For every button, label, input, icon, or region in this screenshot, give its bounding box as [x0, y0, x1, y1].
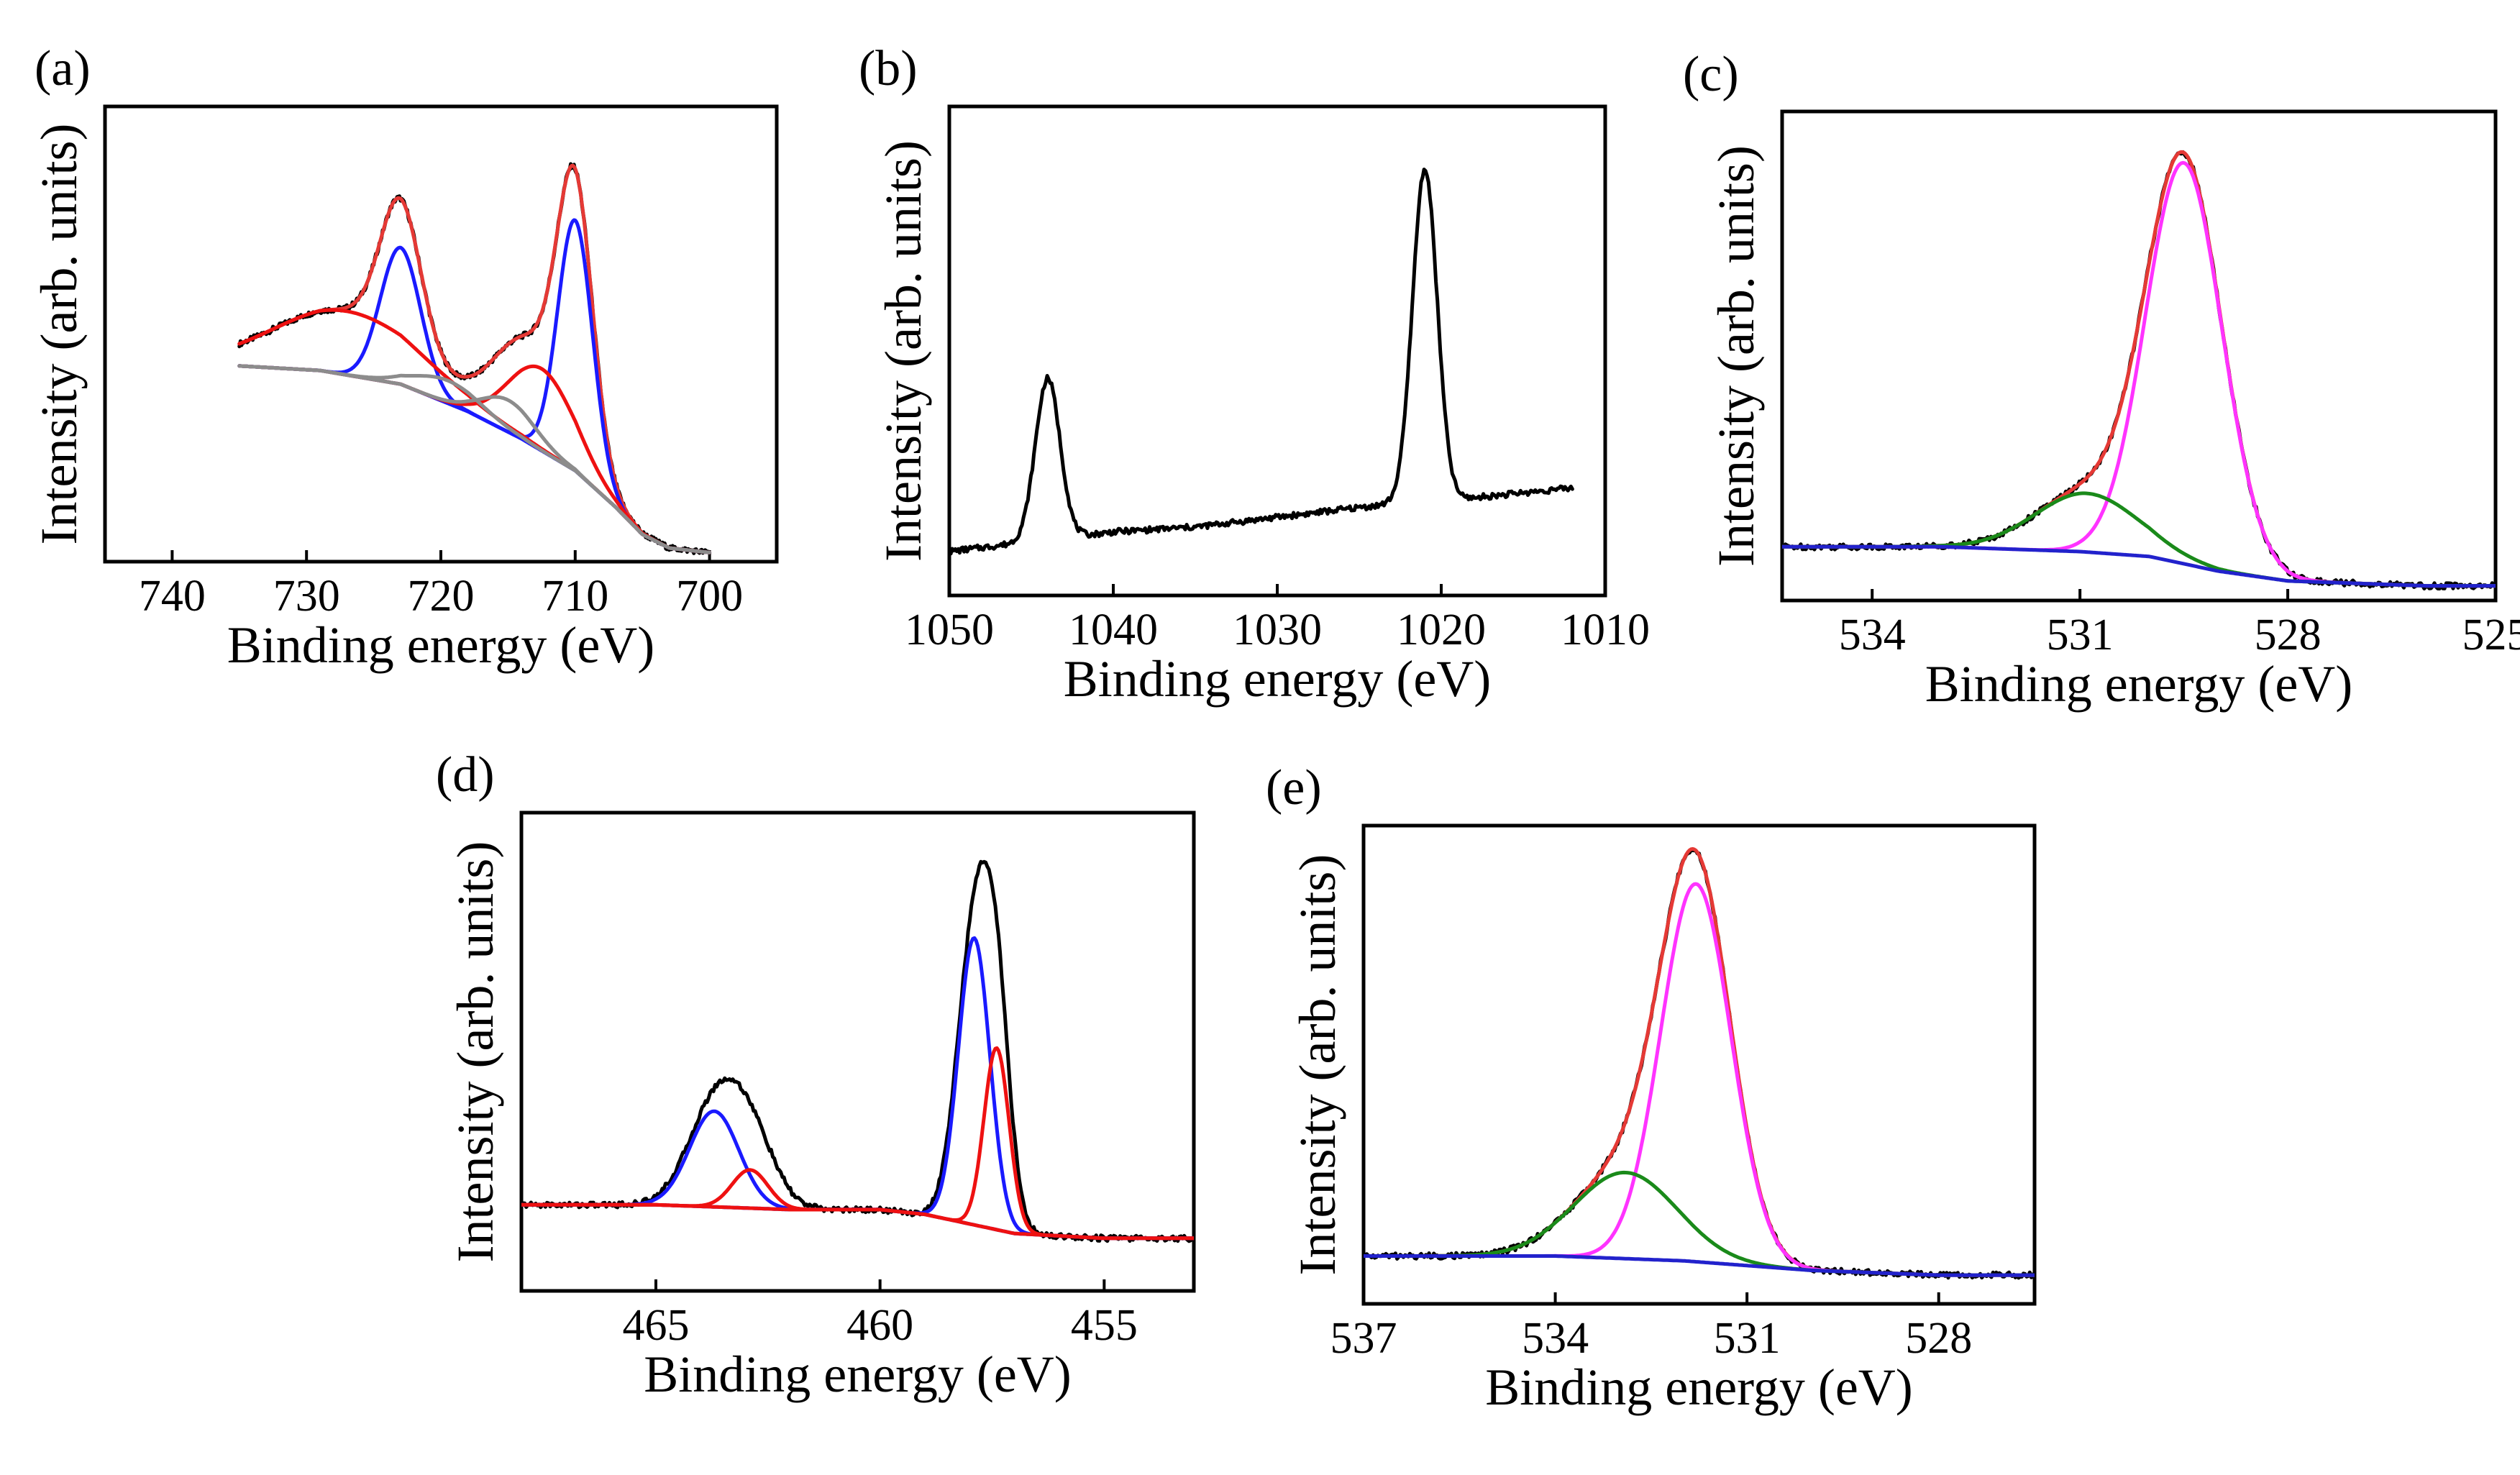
x-tick-label-c: 528: [2255, 611, 2322, 659]
series-e-defect-o: [1364, 1170, 2035, 1277]
x-tick-label-a: 720: [408, 572, 475, 621]
series-c-background: [1782, 544, 2496, 588]
curves-b: [949, 168, 1574, 556]
x-axis-title-b: Binding energy (eV): [1064, 650, 1492, 708]
x-axis-title-d: Binding energy (eV): [644, 1346, 1072, 1403]
panel-c: (c) 534 531 528 525 Binding energy (eV) Intens…: [1683, 47, 2520, 713]
series-a-satellite-1: [237, 308, 712, 554]
x-axis-title-e: Binding energy (eV): [1485, 1358, 1913, 1416]
series-c-envelope: [1782, 150, 2496, 590]
panel-label-b: (b): [859, 41, 918, 96]
panel-label-a: (a): [35, 41, 91, 96]
curves-c: [1782, 150, 2496, 590]
series-a-envelope: [237, 162, 712, 555]
plot-frame-b: [947, 104, 1607, 598]
x-tick-label-b: 1020: [1397, 606, 1486, 654]
x-tick-label-e: 528: [1905, 1314, 1972, 1363]
plot-frame-e: [1361, 823, 2037, 1306]
y-axis-title-a: Intensity (arb. units): [30, 124, 88, 545]
y-axis-title-c: Intensity (arb. units): [1707, 145, 1765, 567]
x-tick-label-a: 730: [273, 572, 340, 621]
x-tick-label-d: 460: [846, 1301, 913, 1350]
series-d-ti-2p3-2-2-: [521, 1046, 1194, 1241]
series-b-zn-2p-spectrum: [949, 168, 1574, 556]
series-c-defect-o: [1782, 491, 2496, 588]
series-e-fit-sum: [1364, 846, 2035, 1277]
plot-frame-d: [519, 810, 1196, 1293]
x-tick-label-b: 1030: [1233, 606, 1322, 654]
x-tick-label-b: 1040: [1069, 606, 1158, 654]
x-tick-label-b: 1050: [905, 606, 994, 654]
panel-label-d: (d): [436, 747, 495, 803]
panel-label-c: (c): [1683, 47, 1739, 102]
x-tick-label-e: 531: [1714, 1314, 1781, 1363]
x-tick-label-c: 531: [2047, 611, 2114, 659]
panel-a: (a) 740 730 720 710 700 Binding energy (eV) Int…: [30, 41, 779, 674]
x-tick-label-e: 534: [1522, 1314, 1589, 1363]
plot-frame-a: [103, 104, 779, 564]
series-e-background: [1364, 1254, 2035, 1277]
x-tick-label-c: 525: [2462, 611, 2520, 659]
series-e-envelope: [1364, 848, 2035, 1280]
curves-a: [237, 162, 712, 555]
x-tick-label-b: 1010: [1561, 606, 1650, 654]
x-tick-label-a: 740: [139, 572, 206, 621]
series-d-ti-2p1-2-1-: [521, 1109, 1194, 1241]
panel-label-e: (e): [1266, 760, 1322, 816]
x-tick-label-d: 455: [1071, 1301, 1138, 1350]
y-axis-title-d: Intensity (arb. units): [447, 841, 504, 1263]
x-tick-label-e: 537: [1330, 1314, 1397, 1363]
series-a-fit-sum: [237, 163, 712, 554]
plot-frame-c: [1780, 109, 2498, 603]
series-a-shoulder-2: [237, 364, 712, 554]
x-axis-title-c: Binding energy (eV): [1925, 655, 2353, 713]
series-a-fe-2p3-2: [237, 218, 712, 554]
series-d-envelope: [521, 859, 1194, 1243]
x-tick-label-c: 534: [1839, 611, 1906, 659]
y-axis-title-e: Intensity (arb. units): [1289, 854, 1346, 1276]
series-e-lattice-o: [1364, 882, 2035, 1277]
panel-b: (b) 1050 1040 1030 1020 1010 Binding energy (e…: [859, 41, 1650, 708]
curves-e: [1364, 846, 2035, 1280]
series-d-ti-2p3-2-1-: [521, 936, 1194, 1241]
x-tick-label-a: 700: [676, 572, 743, 621]
x-axis-title-a: Binding energy (eV): [227, 616, 655, 674]
y-axis-title-b: Intensity (arb. units): [875, 140, 932, 562]
x-tick-label-a: 710: [542, 572, 608, 621]
curves-d: [521, 859, 1194, 1243]
x-tick-label-d: 465: [623, 1301, 690, 1350]
